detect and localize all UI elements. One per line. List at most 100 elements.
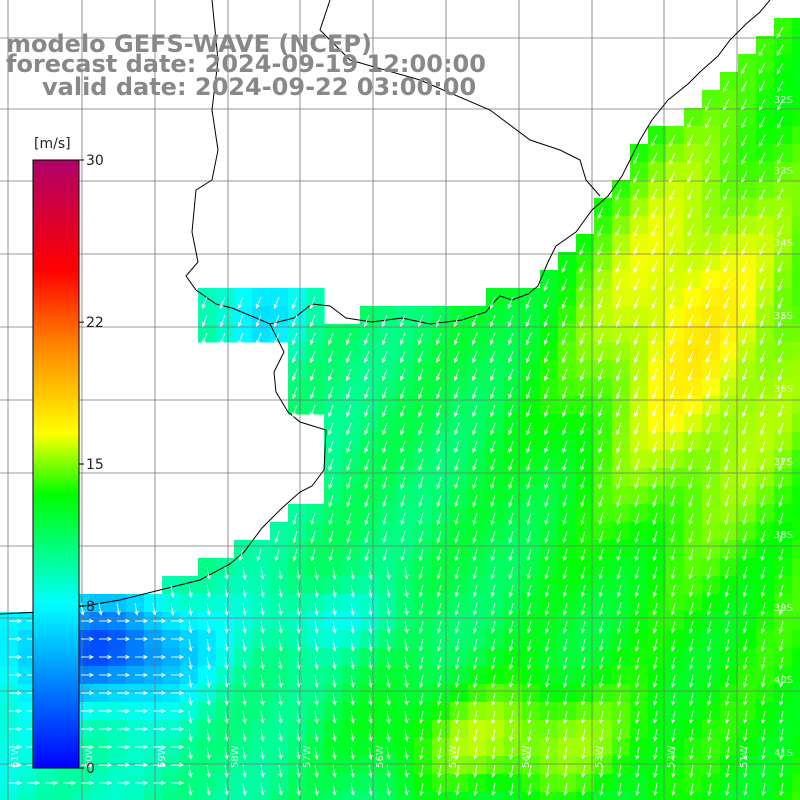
- speed-cell: [144, 792, 163, 800]
- wind-arrow-head: [490, 520, 495, 526]
- speed-cell: [792, 738, 800, 757]
- wind-arrow: [778, 350, 784, 363]
- wind-arrow-head: [724, 664, 730, 670]
- wind-arrow-head: [386, 754, 391, 760]
- wind-arrow: [472, 314, 478, 327]
- wind-arrow-head: [723, 105, 727, 111]
- wind-arrow: [617, 638, 622, 651]
- wind-arrow-head: [687, 159, 692, 165]
- wind-arrow-head: [107, 618, 113, 624]
- wind-arrow: [278, 638, 282, 651]
- wind-arrow: [400, 350, 406, 363]
- wind-arrow-head: [350, 592, 355, 598]
- wind-arrow: [545, 674, 550, 687]
- wind-arrow-head: [597, 285, 602, 291]
- speed-cell: [792, 504, 800, 523]
- wind-arrow-head: [368, 610, 373, 616]
- wind-arrow: [653, 638, 658, 651]
- wind-arrow-head: [490, 556, 495, 562]
- wind-arrow: [562, 404, 568, 417]
- wind-arrow-head: [544, 484, 549, 490]
- wind-arrow: [759, 260, 766, 273]
- wind-arrow-head: [777, 141, 782, 147]
- wind-arrow: [436, 368, 442, 381]
- wind-arrow-head: [454, 646, 460, 652]
- wind-arrow-head: [707, 772, 712, 778]
- wind-arrow: [563, 584, 568, 597]
- wind-arrow: [206, 728, 210, 741]
- wind-arrow: [456, 728, 460, 741]
- wind-arrow: [724, 404, 730, 417]
- wind-arrow: [706, 386, 712, 399]
- wind-arrow-head: [170, 610, 175, 616]
- wind-arrow-head: [296, 790, 301, 796]
- title-valid-date: valid date: 2024-09-22 03:00:00: [42, 73, 476, 101]
- wind-arrow: [671, 566, 676, 579]
- speed-cell: [792, 144, 800, 163]
- wind-arrow: [527, 674, 532, 687]
- wind-arrow: [508, 494, 514, 507]
- wind-arrow-head: [472, 430, 477, 436]
- wind-arrow-head: [670, 448, 675, 454]
- wind-arrow-head: [454, 628, 459, 634]
- wind-arrow: [671, 530, 676, 543]
- wind-arrow-head: [278, 736, 283, 742]
- speed-cell: [792, 432, 800, 451]
- wind-arrow-head: [418, 448, 423, 454]
- wind-arrow: [670, 494, 676, 507]
- wind-arrow: [599, 620, 604, 633]
- wind-arrow: [224, 620, 228, 633]
- wind-arrow: [382, 386, 388, 399]
- wind-arrow-head: [670, 412, 675, 418]
- wind-arrow: [580, 350, 586, 363]
- wind-arrow-head: [759, 105, 763, 111]
- wind-arrow: [600, 728, 604, 741]
- wind-arrow-head: [350, 574, 355, 580]
- wind-arrow-head: [651, 249, 656, 255]
- wind-arrow-head: [399, 340, 404, 346]
- wind-arrow-head: [206, 772, 211, 778]
- wind-arrow: [436, 422, 442, 435]
- wind-arrow-head: [725, 754, 730, 760]
- wind-arrow: [545, 638, 550, 651]
- wind-arrow-head: [688, 412, 693, 418]
- wind-arrow: [544, 314, 550, 327]
- wind-arrow: [292, 368, 298, 381]
- wind-arrow: [652, 350, 658, 363]
- wind-arrow: [671, 638, 676, 651]
- wind-arrow-head: [472, 502, 477, 508]
- wind-arrow: [760, 404, 766, 417]
- wind-arrow-head: [723, 249, 728, 255]
- wind-arrow-head: [491, 790, 496, 796]
- wind-arrow: [546, 710, 550, 723]
- wind-arrow: [364, 386, 370, 399]
- wind-arrow-head: [363, 358, 368, 364]
- wind-arrow: [616, 422, 622, 435]
- wind-arrow: [779, 584, 784, 597]
- wind-arrow: [652, 422, 658, 435]
- wind-arrow: [707, 674, 712, 687]
- wind-arrow: [599, 530, 604, 543]
- wind-arrow-head: [188, 628, 193, 634]
- wind-arrow-head: [580, 484, 585, 490]
- wind-arrow-head: [437, 754, 442, 760]
- wind-arrow-head: [705, 249, 710, 255]
- wind-arrow: [368, 782, 372, 795]
- speed-cell: [180, 792, 199, 800]
- wind-arrow: [581, 620, 586, 633]
- wind-arrow-head: [759, 195, 764, 201]
- wind-arrow: [563, 638, 568, 651]
- wind-arrow-head: [368, 736, 373, 742]
- wind-arrow-head: [472, 610, 477, 616]
- wind-arrow-head: [89, 780, 95, 786]
- speed-cell: [792, 486, 800, 505]
- wind-arrow: [777, 206, 784, 219]
- wind-arrow-head: [382, 466, 387, 472]
- wind-arrow-head: [206, 592, 211, 598]
- wind-arrow-head: [296, 736, 301, 742]
- wind-arrow: [723, 134, 730, 146]
- wind-arrow-head: [489, 304, 494, 310]
- wind-arrow-head: [453, 322, 458, 328]
- wind-arrow: [545, 602, 550, 615]
- wind-arrow: [741, 278, 748, 291]
